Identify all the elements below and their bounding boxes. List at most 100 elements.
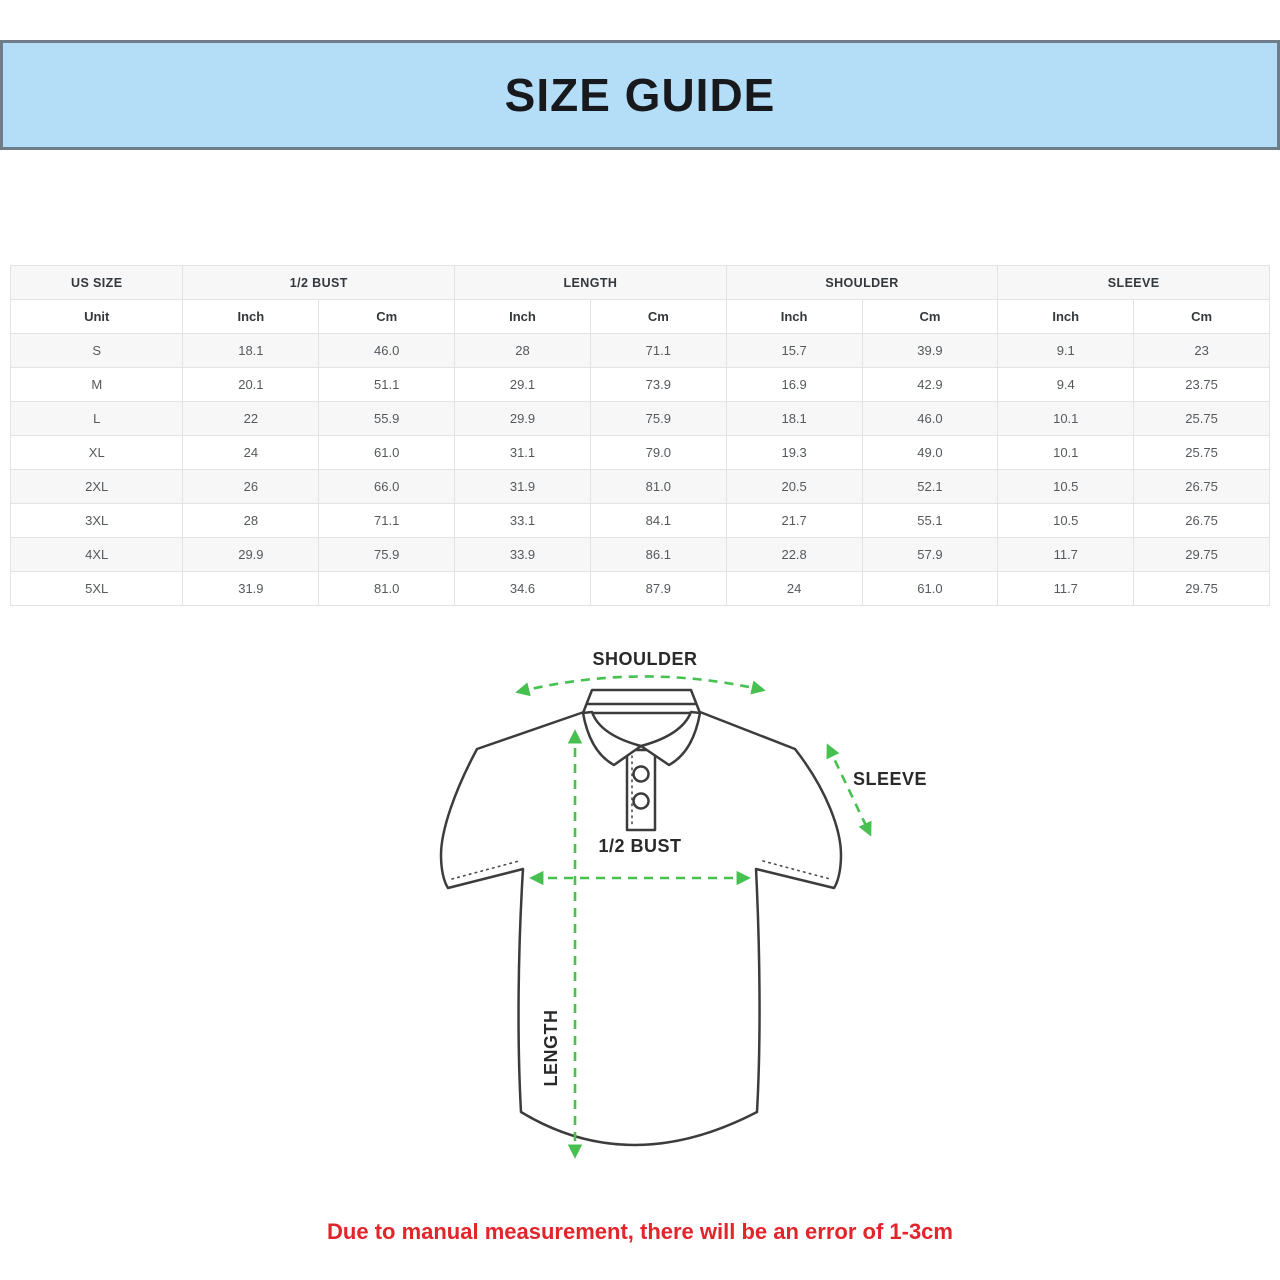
column-header-length: LENGTH — [454, 265, 727, 300]
value-cell: 81.0 — [318, 571, 456, 606]
length-label: LENGTH — [541, 1010, 561, 1087]
value-cell: 52.1 — [861, 469, 999, 504]
unit-header-inch: Inch — [725, 299, 863, 334]
shirt-button — [632, 765, 650, 783]
size-table: US SIZE 1/2 BUST LENGTH SHOULDER SLEEVE … — [9, 265, 1270, 606]
value-cell: 16.9 — [725, 367, 863, 402]
stitch-lines — [451, 755, 831, 880]
value-cell: 28 — [454, 333, 591, 368]
value-cell: 51.1 — [318, 367, 456, 402]
size-guide-banner: SIZE GUIDE — [0, 40, 1280, 150]
column-header-half-bust: 1/2 BUST — [182, 265, 456, 300]
value-cell: 26.75 — [1133, 503, 1270, 538]
value-cell: 46.0 — [318, 333, 456, 368]
size-cell: L — [9, 401, 184, 436]
value-cell: 73.9 — [589, 367, 727, 402]
table-row: XL 24 61.0 31.1 79.0 19.3 49.0 10.1 25.75 — [9, 435, 1270, 470]
value-cell: 11.7 — [997, 537, 1135, 572]
value-cell: 25.75 — [1133, 435, 1270, 470]
value-cell: 55.1 — [861, 503, 999, 538]
value-cell: 26.75 — [1133, 469, 1270, 504]
value-cell: 75.9 — [318, 537, 456, 572]
shoulder-arrow — [515, 675, 766, 697]
unit-header-cm: Cm — [1133, 299, 1270, 334]
value-cell: 84.1 — [589, 503, 727, 538]
table-row: M 20.1 51.1 29.1 73.9 16.9 42.9 9.4 23.75 — [9, 367, 1270, 402]
table-row: S 18.1 46.0 28 71.1 15.7 39.9 9.1 23 — [9, 333, 1270, 368]
value-cell: 39.9 — [861, 333, 999, 368]
value-cell: 55.9 — [318, 401, 456, 436]
value-cell: 66.0 — [318, 469, 456, 504]
value-cell: 33.9 — [454, 537, 591, 572]
column-header-us-size: US SIZE — [9, 265, 184, 300]
measurement-diagram: SHOULDER SLEEVE 1/2 BUST LENGTH — [400, 628, 960, 1208]
table-row: L 22 55.9 29.9 75.9 18.1 46.0 10.1 25.75 — [9, 401, 1270, 436]
value-cell: 15.7 — [725, 333, 863, 368]
collar-band — [581, 688, 702, 715]
value-cell: 20.1 — [182, 367, 320, 402]
table-row: 5XL 31.9 81.0 34.6 87.9 24 61.0 11.7 29.75 — [9, 571, 1270, 606]
value-cell: 33.1 — [454, 503, 591, 538]
value-cell: 71.1 — [318, 503, 456, 538]
unit-header: Unit — [9, 299, 184, 334]
value-cell: 29.9 — [182, 537, 320, 572]
value-cell: 20.5 — [725, 469, 863, 504]
sleeve-label: SLEEVE — [853, 769, 927, 789]
table-body: S 18.1 46.0 28 71.1 15.7 39.9 9.1 23 M 20.1 51.1 29.… — [9, 333, 1270, 606]
size-cell: 4XL — [9, 537, 184, 572]
page-title: SIZE GUIDE — [504, 69, 776, 121]
polo-shirt-diagram: SHOULDER SLEEVE 1/2 BUST LENGTH — [439, 649, 927, 1159]
table-row: 2XL 26 66.0 31.9 81.0 20.5 52.1 10.5 26.75 — [9, 469, 1270, 504]
measurement-disclaimer: Due to manual measurement, there will be… — [327, 1219, 953, 1244]
size-cell: M — [9, 367, 184, 402]
value-cell: 10.1 — [997, 435, 1135, 470]
right-cuff-stitch — [762, 860, 831, 880]
value-cell: 23.75 — [1133, 367, 1270, 402]
value-cell: 31.9 — [454, 469, 591, 504]
value-cell: 22.8 — [725, 537, 863, 572]
value-cell: 10.5 — [997, 469, 1135, 504]
value-cell: 25.75 — [1133, 401, 1270, 436]
value-cell: 19.3 — [725, 435, 863, 470]
value-cell: 81.0 — [589, 469, 727, 504]
size-cell: 3XL — [9, 503, 184, 538]
value-cell: 29.1 — [454, 367, 591, 402]
value-cell: 23 — [1133, 333, 1270, 368]
shirt-button — [632, 792, 650, 810]
value-cell: 46.0 — [861, 401, 999, 436]
value-cell: 29.75 — [1133, 537, 1270, 572]
table-group-header-row: US SIZE 1/2 BUST LENGTH SHOULDER SLEEVE — [9, 265, 1270, 300]
unit-header-cm: Cm — [861, 299, 999, 334]
value-cell: 42.9 — [861, 367, 999, 402]
table-row: 3XL 28 71.1 33.1 84.1 21.7 55.1 10.5 26.75 — [9, 503, 1270, 538]
value-cell: 57.9 — [861, 537, 999, 572]
sleeve-arrow — [826, 743, 872, 837]
polo-shirt-outline — [439, 688, 843, 1147]
unit-header-inch: Inch — [454, 299, 591, 334]
unit-header-cm: Cm — [589, 299, 727, 334]
size-table-container: US SIZE 1/2 BUST LENGTH SHOULDER SLEEVE … — [9, 265, 1270, 606]
left-cuff-stitch — [451, 860, 520, 880]
value-cell: 9.1 — [997, 333, 1135, 368]
collar-flap-right — [639, 710, 702, 767]
table-row: 4XL 29.9 75.9 33.9 86.1 22.8 57.9 11.7 29.75 — [9, 537, 1270, 572]
unit-header-inch: Inch — [182, 299, 320, 334]
unit-header-cm: Cm — [318, 299, 456, 334]
value-cell: 26 — [182, 469, 320, 504]
size-cell: 5XL — [9, 571, 184, 606]
measurement-arrows — [515, 675, 872, 1159]
value-cell: 22 — [182, 401, 320, 436]
value-cell: 49.0 — [861, 435, 999, 470]
bust-label: 1/2 BUST — [598, 836, 681, 856]
value-cell: 79.0 — [589, 435, 727, 470]
value-cell: 10.5 — [997, 503, 1135, 538]
value-cell: 31.1 — [454, 435, 591, 470]
value-cell: 10.1 — [997, 401, 1135, 436]
value-cell: 87.9 — [589, 571, 727, 606]
value-cell: 18.1 — [725, 401, 863, 436]
unit-header-inch: Inch — [997, 299, 1135, 334]
table-unit-header-row: Unit Inch Cm Inch Cm Inch Cm Inch Cm — [9, 299, 1270, 334]
value-cell: 86.1 — [589, 537, 727, 572]
value-cell: 11.7 — [997, 571, 1135, 606]
value-cell: 31.9 — [182, 571, 320, 606]
